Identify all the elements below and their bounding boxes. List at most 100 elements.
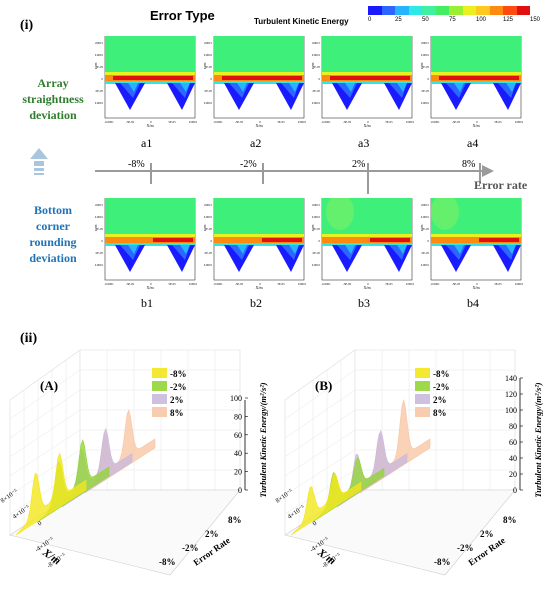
rate-tick: 2% — [480, 529, 494, 539]
panel-y-tick: 0 — [102, 77, 104, 81]
colorbar-swatch — [408, 6, 422, 15]
z-tick: 140 — [505, 374, 517, 383]
panel-y-tick: 0.0001 — [421, 215, 430, 219]
panel-y-label: Y/m — [204, 224, 207, 232]
panel-x-tick: 5E-05 — [385, 120, 393, 124]
panel-y-tick: -0.0001 — [421, 101, 429, 105]
panel-x-tick: -0.0001 — [213, 120, 223, 124]
up-arrow-icon — [30, 148, 48, 175]
panel-y-tick: 5E-05 — [422, 65, 430, 69]
colorbar-swatch — [503, 6, 517, 15]
colorbar-swatch — [422, 6, 436, 15]
row-label-b-line4: deviation — [29, 251, 77, 265]
panel-x-tick: 0 — [367, 120, 369, 124]
panel-y-tick: 0 — [319, 239, 321, 243]
part-ii-label: (ii) — [20, 331, 38, 346]
legend-label: -8% — [433, 369, 450, 379]
panel-y-tick: 0.00015 — [421, 203, 430, 207]
legend-swatch — [152, 407, 167, 417]
legend-swatch — [152, 368, 167, 378]
error-tick-m8: -8% — [128, 159, 145, 170]
contour-panel-a1: 0.00015 0.0001 5E-05 0 -5E-05 -0.0001 Y/m -0.00… — [95, 36, 197, 128]
legend-swatch — [415, 381, 430, 391]
row-label-a-line3: deviation — [29, 108, 77, 122]
tke-title: Turbulent Kinetic Energy — [254, 17, 349, 26]
panel-x-tick: 0.0001 — [298, 282, 306, 286]
panel-y-tick: 0.00015 — [95, 203, 104, 207]
panel-x-tick: 5E-05 — [277, 120, 285, 124]
colorbar-swatch — [476, 6, 490, 15]
z-tick: 60 — [234, 431, 242, 440]
z-tick: 40 — [509, 454, 517, 463]
rate-tick: 2% — [205, 529, 219, 539]
panel-label-a3: a3 — [358, 136, 370, 150]
panel-y-tick: -0.0001 — [95, 101, 103, 105]
panel-x-label: X/m — [363, 123, 371, 128]
panel-x-tick: -5E-05 — [235, 120, 244, 124]
panel-y-tick: 0 — [102, 239, 104, 243]
part-i-label: (i) — [20, 18, 34, 33]
panel-y-tick: -5E-05 — [312, 89, 320, 93]
row-label-b-line3: rounding — [29, 235, 77, 249]
panel-x-tick: 0.0001 — [298, 120, 306, 124]
rate-tick: -2% — [457, 543, 474, 553]
panel-x-tick: -5E-05 — [126, 282, 135, 286]
panel-y-tick: 0.00015 — [312, 41, 321, 45]
z-tick: 60 — [509, 438, 517, 447]
panel-y-tick: 5E-05 — [96, 65, 104, 69]
contour-panel-a4: 0.00015 0.0001 5E-05 0 -5E-05 -0.0001 Y/m -0.00… — [421, 36, 523, 128]
panel-y-tick: 0.00015 — [421, 41, 430, 45]
panel-x-tick: -0.0001 — [430, 282, 440, 286]
panel-label-b1: b1 — [141, 296, 153, 310]
error-type-title: Error Type — [150, 8, 215, 23]
colorbar-swatch — [395, 6, 409, 15]
panel-y-tick: -5E-05 — [95, 251, 103, 255]
chart-label: (B) — [315, 378, 332, 393]
legend-label: 8% — [170, 408, 184, 418]
rate-tick: -8% — [434, 557, 451, 567]
panel-y-tick: 0 — [428, 77, 430, 81]
colorbar-swatch — [435, 6, 449, 15]
error-rate-axis — [95, 163, 494, 194]
row-label-b-line2: corner — [36, 219, 70, 233]
contour-panel-b1: 0.00015 0.0001 5E-05 0 -5E-05 -0.0001 Y/m -0.00… — [95, 198, 197, 290]
legend-swatch — [152, 381, 167, 391]
z-tick: 100 — [230, 394, 242, 403]
panel-x-tick: 5E-05 — [277, 282, 285, 286]
panel-x-label: X/m — [146, 285, 154, 290]
panel-y-tick: -5E-05 — [312, 251, 320, 255]
panel-y-tick: 5E-05 — [422, 227, 430, 231]
z-tick: 120 — [505, 390, 517, 399]
panel-y-tick: 0.0001 — [204, 215, 213, 219]
contour-panel-b2: 0.00015 0.0001 5E-05 0 -5E-05 -0.0001 Y/m -0.00… — [204, 198, 306, 290]
legend-label: 2% — [170, 395, 184, 405]
panel-x-tick: -5E-05 — [452, 282, 461, 286]
legend-swatch — [152, 394, 167, 404]
contour-panel-a2: 0.00015 0.0001 5E-05 0 -5E-05 -0.0001 Y/m -0.00… — [204, 36, 306, 128]
panel-y-tick: 5E-05 — [313, 65, 321, 69]
panel-x-label: X/m — [146, 123, 154, 128]
contour-panel-b4: 0.00015 0.0001 5E-05 0 -5E-05 -0.0001 Y/m -0.00… — [421, 198, 523, 290]
colorbar-tick: 125 — [503, 17, 514, 23]
series-ribbon-1 — [290, 472, 362, 536]
rate-tick: 8% — [228, 515, 242, 525]
arrow-right-icon — [482, 165, 494, 177]
panel-y-label: Y/m — [95, 62, 98, 70]
panel-y-tick: -0.0001 — [204, 263, 212, 267]
panel-y-label: Y/m — [95, 224, 98, 232]
panel-x-tick: 5E-05 — [385, 282, 393, 286]
legend-label: -8% — [170, 369, 187, 379]
colorbar — [368, 6, 530, 15]
z-axis-label: Turbulent Kinetic Energy/(m²/s²) — [533, 382, 543, 497]
panel-x-tick: -0.0001 — [430, 120, 440, 124]
panel-y-tick: -5E-05 — [421, 251, 429, 255]
panel-y-tick: 0.0001 — [95, 215, 104, 219]
panel-x-tick: -5E-05 — [452, 120, 461, 124]
panel-y-tick: 0.00015 — [204, 41, 213, 45]
error-tick-m2: -2% — [240, 159, 257, 170]
row-label-array-straightness: Array straightness deviation — [8, 75, 98, 123]
panel-x-tick: -0.0001 — [213, 282, 223, 286]
row-label-a-line2: straightness — [22, 92, 84, 106]
contour-panel-a3: 0.00015 0.0001 5E-05 0 -5E-05 -0.0001 Y/m -0.00… — [312, 36, 414, 128]
panel-y-tick: 0.00015 — [204, 203, 213, 207]
